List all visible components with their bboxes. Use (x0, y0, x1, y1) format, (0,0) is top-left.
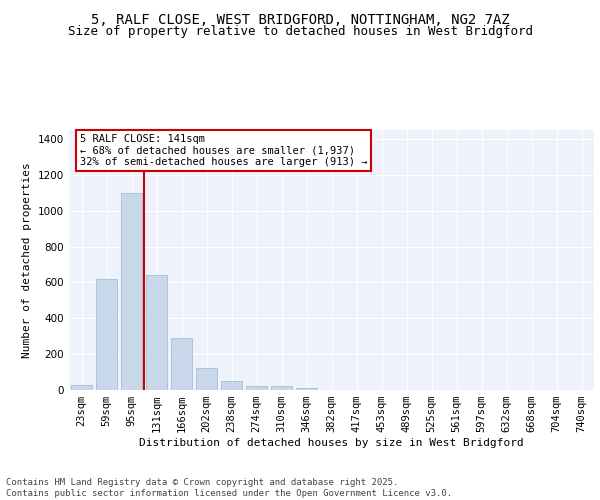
Text: 5 RALF CLOSE: 141sqm
← 68% of detached houses are smaller (1,937)
32% of semi-de: 5 RALF CLOSE: 141sqm ← 68% of detached h… (79, 134, 367, 167)
Bar (296, 388, 317, 390)
Bar (271, 386, 292, 390)
Bar (246, 386, 267, 390)
Y-axis label: Number of detached properties: Number of detached properties (22, 162, 32, 358)
Text: Contains HM Land Registry data © Crown copyright and database right 2025.
Contai: Contains HM Land Registry data © Crown c… (6, 478, 452, 498)
Text: 5, RALF CLOSE, WEST BRIDGFORD, NOTTINGHAM, NG2 7AZ: 5, RALF CLOSE, WEST BRIDGFORD, NOTTINGHA… (91, 12, 509, 26)
Bar (71, 384, 92, 390)
Bar (221, 382, 242, 390)
Bar (196, 368, 217, 390)
X-axis label: Distribution of detached houses by size in West Bridgford: Distribution of detached houses by size … (139, 438, 524, 448)
Bar (96, 279, 117, 390)
Text: Size of property relative to detached houses in West Bridgford: Size of property relative to detached ho… (67, 24, 533, 38)
Bar (171, 338, 192, 390)
Bar (146, 275, 167, 390)
Bar (121, 193, 142, 390)
